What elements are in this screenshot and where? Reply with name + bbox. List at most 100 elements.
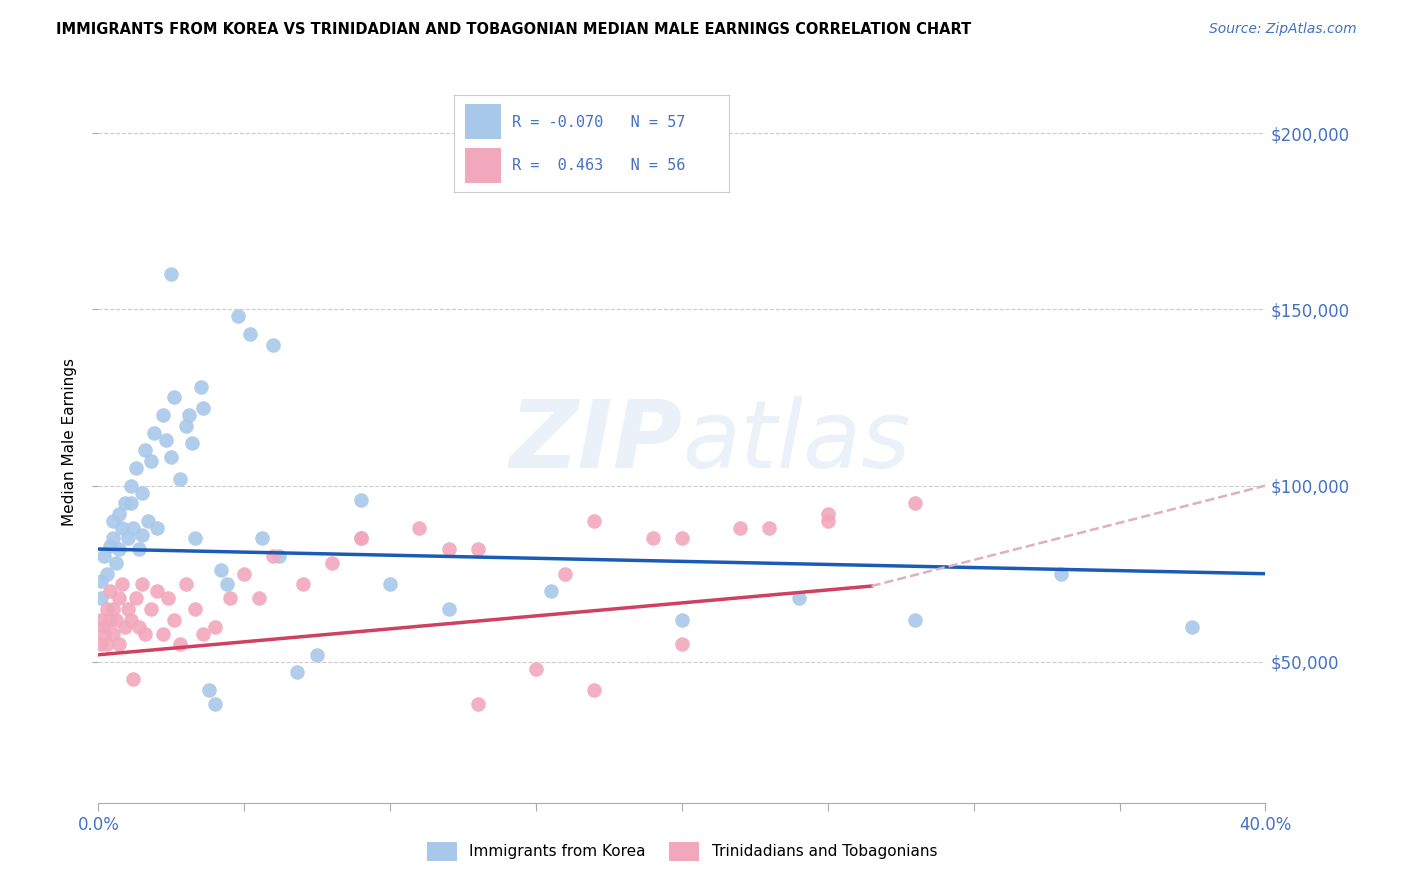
Point xyxy=(1050,566,1073,581)
Point xyxy=(262,337,284,351)
Point xyxy=(307,648,329,662)
Point xyxy=(114,619,136,633)
Point xyxy=(174,577,197,591)
Point xyxy=(152,626,174,640)
Point xyxy=(108,637,131,651)
Point xyxy=(250,532,273,546)
Point xyxy=(111,577,134,591)
Point xyxy=(108,591,131,606)
Point xyxy=(218,591,240,606)
Point xyxy=(583,514,606,528)
Point xyxy=(198,683,221,698)
Point xyxy=(350,532,373,546)
Point xyxy=(169,471,191,485)
Point xyxy=(96,602,118,616)
Point xyxy=(239,326,262,341)
Point xyxy=(155,433,177,447)
Point xyxy=(114,496,136,510)
Point xyxy=(437,602,460,616)
Point xyxy=(163,613,186,627)
Point xyxy=(157,591,180,606)
Point xyxy=(136,514,159,528)
Point xyxy=(93,619,115,633)
Point xyxy=(285,665,308,680)
Point xyxy=(163,391,186,405)
Point xyxy=(671,613,693,627)
Point xyxy=(193,626,215,640)
Point xyxy=(174,418,197,433)
Point xyxy=(262,549,284,563)
Point xyxy=(134,626,156,640)
Point xyxy=(247,591,270,606)
Point xyxy=(554,566,576,581)
Text: IMMIGRANTS FROM KOREA VS TRINIDADIAN AND TOBAGONIAN MEDIAN MALE EARNINGS CORRELA: IMMIGRANTS FROM KOREA VS TRINIDADIAN AND… xyxy=(56,22,972,37)
Point xyxy=(108,542,131,557)
Point xyxy=(467,542,489,557)
Point xyxy=(117,532,139,546)
Point xyxy=(1181,619,1204,633)
Point xyxy=(134,443,156,458)
Point xyxy=(90,637,112,651)
Point xyxy=(787,591,810,606)
Point xyxy=(146,584,169,599)
Point xyxy=(817,507,839,521)
Point xyxy=(321,556,343,570)
Point xyxy=(142,425,165,440)
Point xyxy=(540,584,562,599)
Point xyxy=(758,521,780,535)
Point xyxy=(350,532,373,546)
Point xyxy=(904,613,927,627)
Point xyxy=(193,401,215,415)
Point xyxy=(152,408,174,422)
Point xyxy=(228,310,250,324)
Point xyxy=(204,619,226,633)
Point xyxy=(204,697,226,711)
Point xyxy=(101,602,124,616)
Point xyxy=(90,574,112,588)
Point xyxy=(160,450,183,465)
Text: ZIP: ZIP xyxy=(509,395,682,488)
Point xyxy=(117,602,139,616)
Point xyxy=(139,454,162,468)
Point xyxy=(96,637,118,651)
Point xyxy=(93,626,115,640)
Point xyxy=(730,521,752,535)
Legend: Immigrants from Korea, Trinidadians and Tobagonians: Immigrants from Korea, Trinidadians and … xyxy=(420,836,943,867)
Point xyxy=(98,584,121,599)
Point xyxy=(380,577,402,591)
Text: atlas: atlas xyxy=(682,396,910,487)
Point xyxy=(101,626,124,640)
Point xyxy=(190,380,212,394)
Point xyxy=(128,542,150,557)
Point xyxy=(215,577,238,591)
Point xyxy=(98,539,121,553)
Point xyxy=(125,591,148,606)
Point xyxy=(177,408,200,422)
Point xyxy=(131,485,153,500)
Point xyxy=(146,521,169,535)
Point xyxy=(128,619,150,633)
Point xyxy=(524,662,547,676)
Point xyxy=(108,507,131,521)
Point xyxy=(817,514,839,528)
Point xyxy=(90,613,112,627)
Point xyxy=(583,683,606,698)
Point xyxy=(408,521,430,535)
Point xyxy=(122,673,145,687)
Point xyxy=(139,602,162,616)
Text: Source: ZipAtlas.com: Source: ZipAtlas.com xyxy=(1209,22,1357,37)
Point xyxy=(131,577,153,591)
Point xyxy=(120,613,142,627)
Point xyxy=(125,461,148,475)
Point xyxy=(641,532,664,546)
Y-axis label: Median Male Earnings: Median Male Earnings xyxy=(62,358,77,525)
Point xyxy=(671,532,693,546)
Point xyxy=(120,478,142,492)
Point xyxy=(104,556,127,570)
Point xyxy=(98,613,121,627)
Point xyxy=(101,532,124,546)
Point xyxy=(101,514,124,528)
Point xyxy=(350,492,373,507)
Point xyxy=(120,496,142,510)
Point xyxy=(437,542,460,557)
